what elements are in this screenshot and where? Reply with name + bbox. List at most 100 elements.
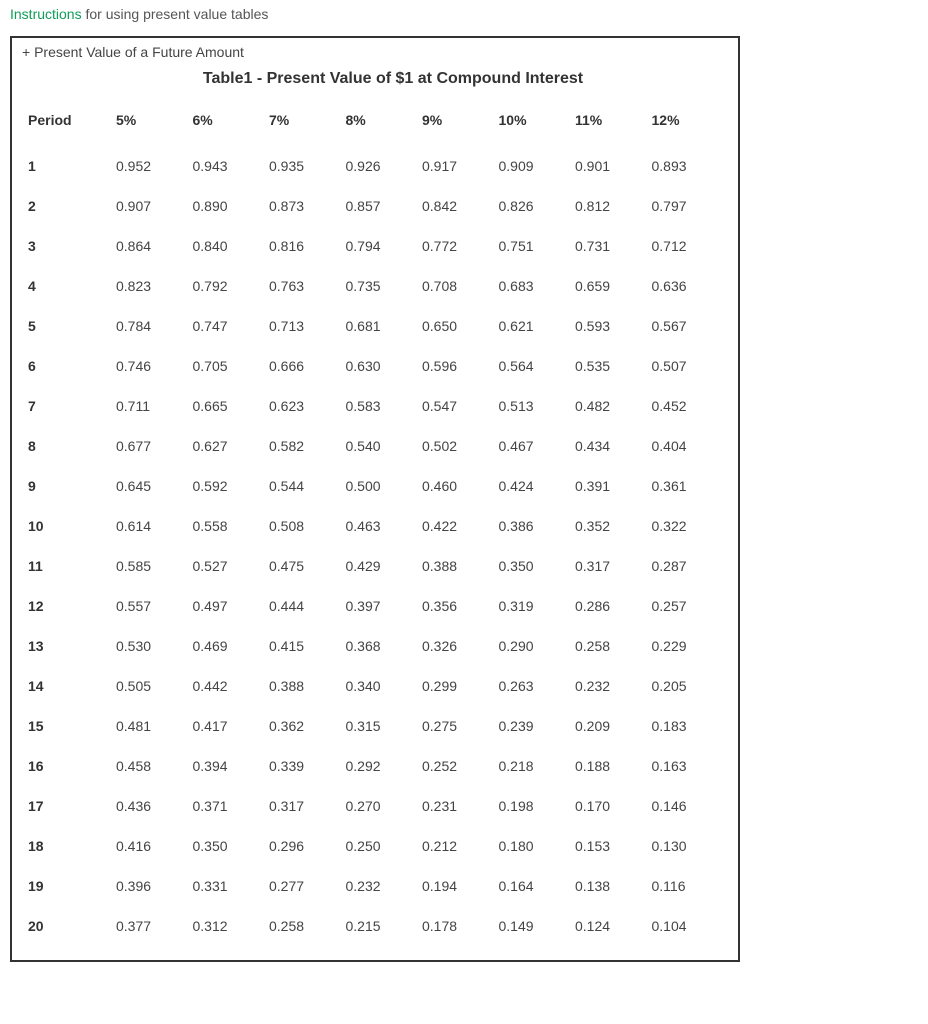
value-cell: 0.442: [189, 666, 266, 706]
col-header-rate: 10%: [495, 106, 572, 146]
value-cell: 0.436: [112, 786, 189, 826]
value-cell: 0.481: [112, 706, 189, 746]
value-cell: 0.712: [648, 226, 725, 266]
value-cell: 0.508: [265, 506, 342, 546]
value-cell: 0.104: [648, 906, 725, 946]
value-cell: 0.582: [265, 426, 342, 466]
value-cell: 0.564: [495, 346, 572, 386]
value-cell: 0.163: [648, 746, 725, 786]
value-cell: 0.583: [342, 386, 419, 426]
period-cell: 11: [22, 546, 112, 586]
value-cell: 0.270: [342, 786, 419, 826]
value-cell: 0.339: [265, 746, 342, 786]
value-cell: 0.394: [189, 746, 266, 786]
pv-table-frame: + Present Value of a Future Amount Table…: [10, 36, 740, 962]
value-cell: 0.842: [418, 186, 495, 226]
value-cell: 0.386: [495, 506, 572, 546]
value-cell: 0.212: [418, 826, 495, 866]
value-cell: 0.763: [265, 266, 342, 306]
value-cell: 0.505: [112, 666, 189, 706]
value-cell: 0.315: [342, 706, 419, 746]
value-cell: 0.388: [265, 666, 342, 706]
period-cell: 4: [22, 266, 112, 306]
value-cell: 0.239: [495, 706, 572, 746]
value-cell: 0.535: [571, 346, 648, 386]
value-cell: 0.890: [189, 186, 266, 226]
value-cell: 0.557: [112, 586, 189, 626]
value-cell: 0.292: [342, 746, 419, 786]
value-cell: 0.429: [342, 546, 419, 586]
table-row: 30.8640.8400.8160.7940.7720.7510.7310.71…: [22, 226, 724, 266]
value-cell: 0.527: [189, 546, 266, 586]
value-cell: 0.812: [571, 186, 648, 226]
value-cell: 0.475: [265, 546, 342, 586]
period-cell: 16: [22, 746, 112, 786]
value-cell: 0.650: [418, 306, 495, 346]
value-cell: 0.683: [495, 266, 572, 306]
value-cell: 0.458: [112, 746, 189, 786]
value-cell: 0.893: [648, 146, 725, 186]
value-cell: 0.623: [265, 386, 342, 426]
value-cell: 0.907: [112, 186, 189, 226]
value-cell: 0.164: [495, 866, 572, 906]
instructions-link[interactable]: Instructions: [10, 6, 82, 22]
value-cell: 0.792: [189, 266, 266, 306]
value-cell: 0.296: [265, 826, 342, 866]
period-cell: 18: [22, 826, 112, 866]
table-row: 70.7110.6650.6230.5830.5470.5130.4820.45…: [22, 386, 724, 426]
value-cell: 0.593: [571, 306, 648, 346]
value-cell: 0.705: [189, 346, 266, 386]
value-cell: 0.794: [342, 226, 419, 266]
value-cell: 0.362: [265, 706, 342, 746]
table-row: 110.5850.5270.4750.4290.3880.3500.3170.2…: [22, 546, 724, 586]
period-cell: 5: [22, 306, 112, 346]
table-row: 80.6770.6270.5820.5400.5020.4670.4340.40…: [22, 426, 724, 466]
value-cell: 0.864: [112, 226, 189, 266]
value-cell: 0.205: [648, 666, 725, 706]
value-cell: 0.746: [112, 346, 189, 386]
table-row: 120.5570.4970.4440.3970.3560.3190.2860.2…: [22, 586, 724, 626]
frame-header: + Present Value of a Future Amount: [22, 44, 724, 60]
value-cell: 0.218: [495, 746, 572, 786]
value-cell: 0.229: [648, 626, 725, 666]
col-header-rate: 8%: [342, 106, 419, 146]
table-row: 170.4360.3710.3170.2700.2310.1980.1700.1…: [22, 786, 724, 826]
value-cell: 0.232: [342, 866, 419, 906]
value-cell: 0.713: [265, 306, 342, 346]
period-cell: 12: [22, 586, 112, 626]
value-cell: 0.797: [648, 186, 725, 226]
value-cell: 0.277: [265, 866, 342, 906]
value-cell: 0.130: [648, 826, 725, 866]
value-cell: 0.377: [112, 906, 189, 946]
value-cell: 0.275: [418, 706, 495, 746]
table-row: 150.4810.4170.3620.3150.2750.2390.2090.1…: [22, 706, 724, 746]
value-cell: 0.567: [648, 306, 725, 346]
period-cell: 8: [22, 426, 112, 466]
value-cell: 0.404: [648, 426, 725, 466]
table-row: 20.9070.8900.8730.8570.8420.8260.8120.79…: [22, 186, 724, 226]
value-cell: 0.215: [342, 906, 419, 946]
value-cell: 0.194: [418, 866, 495, 906]
value-cell: 0.209: [571, 706, 648, 746]
value-cell: 0.350: [495, 546, 572, 586]
value-cell: 0.630: [342, 346, 419, 386]
value-cell: 0.361: [648, 466, 725, 506]
value-cell: 0.677: [112, 426, 189, 466]
value-cell: 0.666: [265, 346, 342, 386]
value-cell: 0.422: [418, 506, 495, 546]
value-cell: 0.467: [495, 426, 572, 466]
instructions-rest: for using present value tables: [82, 6, 269, 22]
value-cell: 0.397: [342, 586, 419, 626]
value-cell: 0.735: [342, 266, 419, 306]
value-cell: 0.352: [571, 506, 648, 546]
value-cell: 0.463: [342, 506, 419, 546]
value-cell: 0.396: [112, 866, 189, 906]
value-cell: 0.371: [189, 786, 266, 826]
value-cell: 0.138: [571, 866, 648, 906]
col-header-rate: 12%: [648, 106, 725, 146]
value-cell: 0.331: [189, 866, 266, 906]
value-cell: 0.747: [189, 306, 266, 346]
value-cell: 0.731: [571, 226, 648, 266]
period-cell: 13: [22, 626, 112, 666]
period-cell: 14: [22, 666, 112, 706]
